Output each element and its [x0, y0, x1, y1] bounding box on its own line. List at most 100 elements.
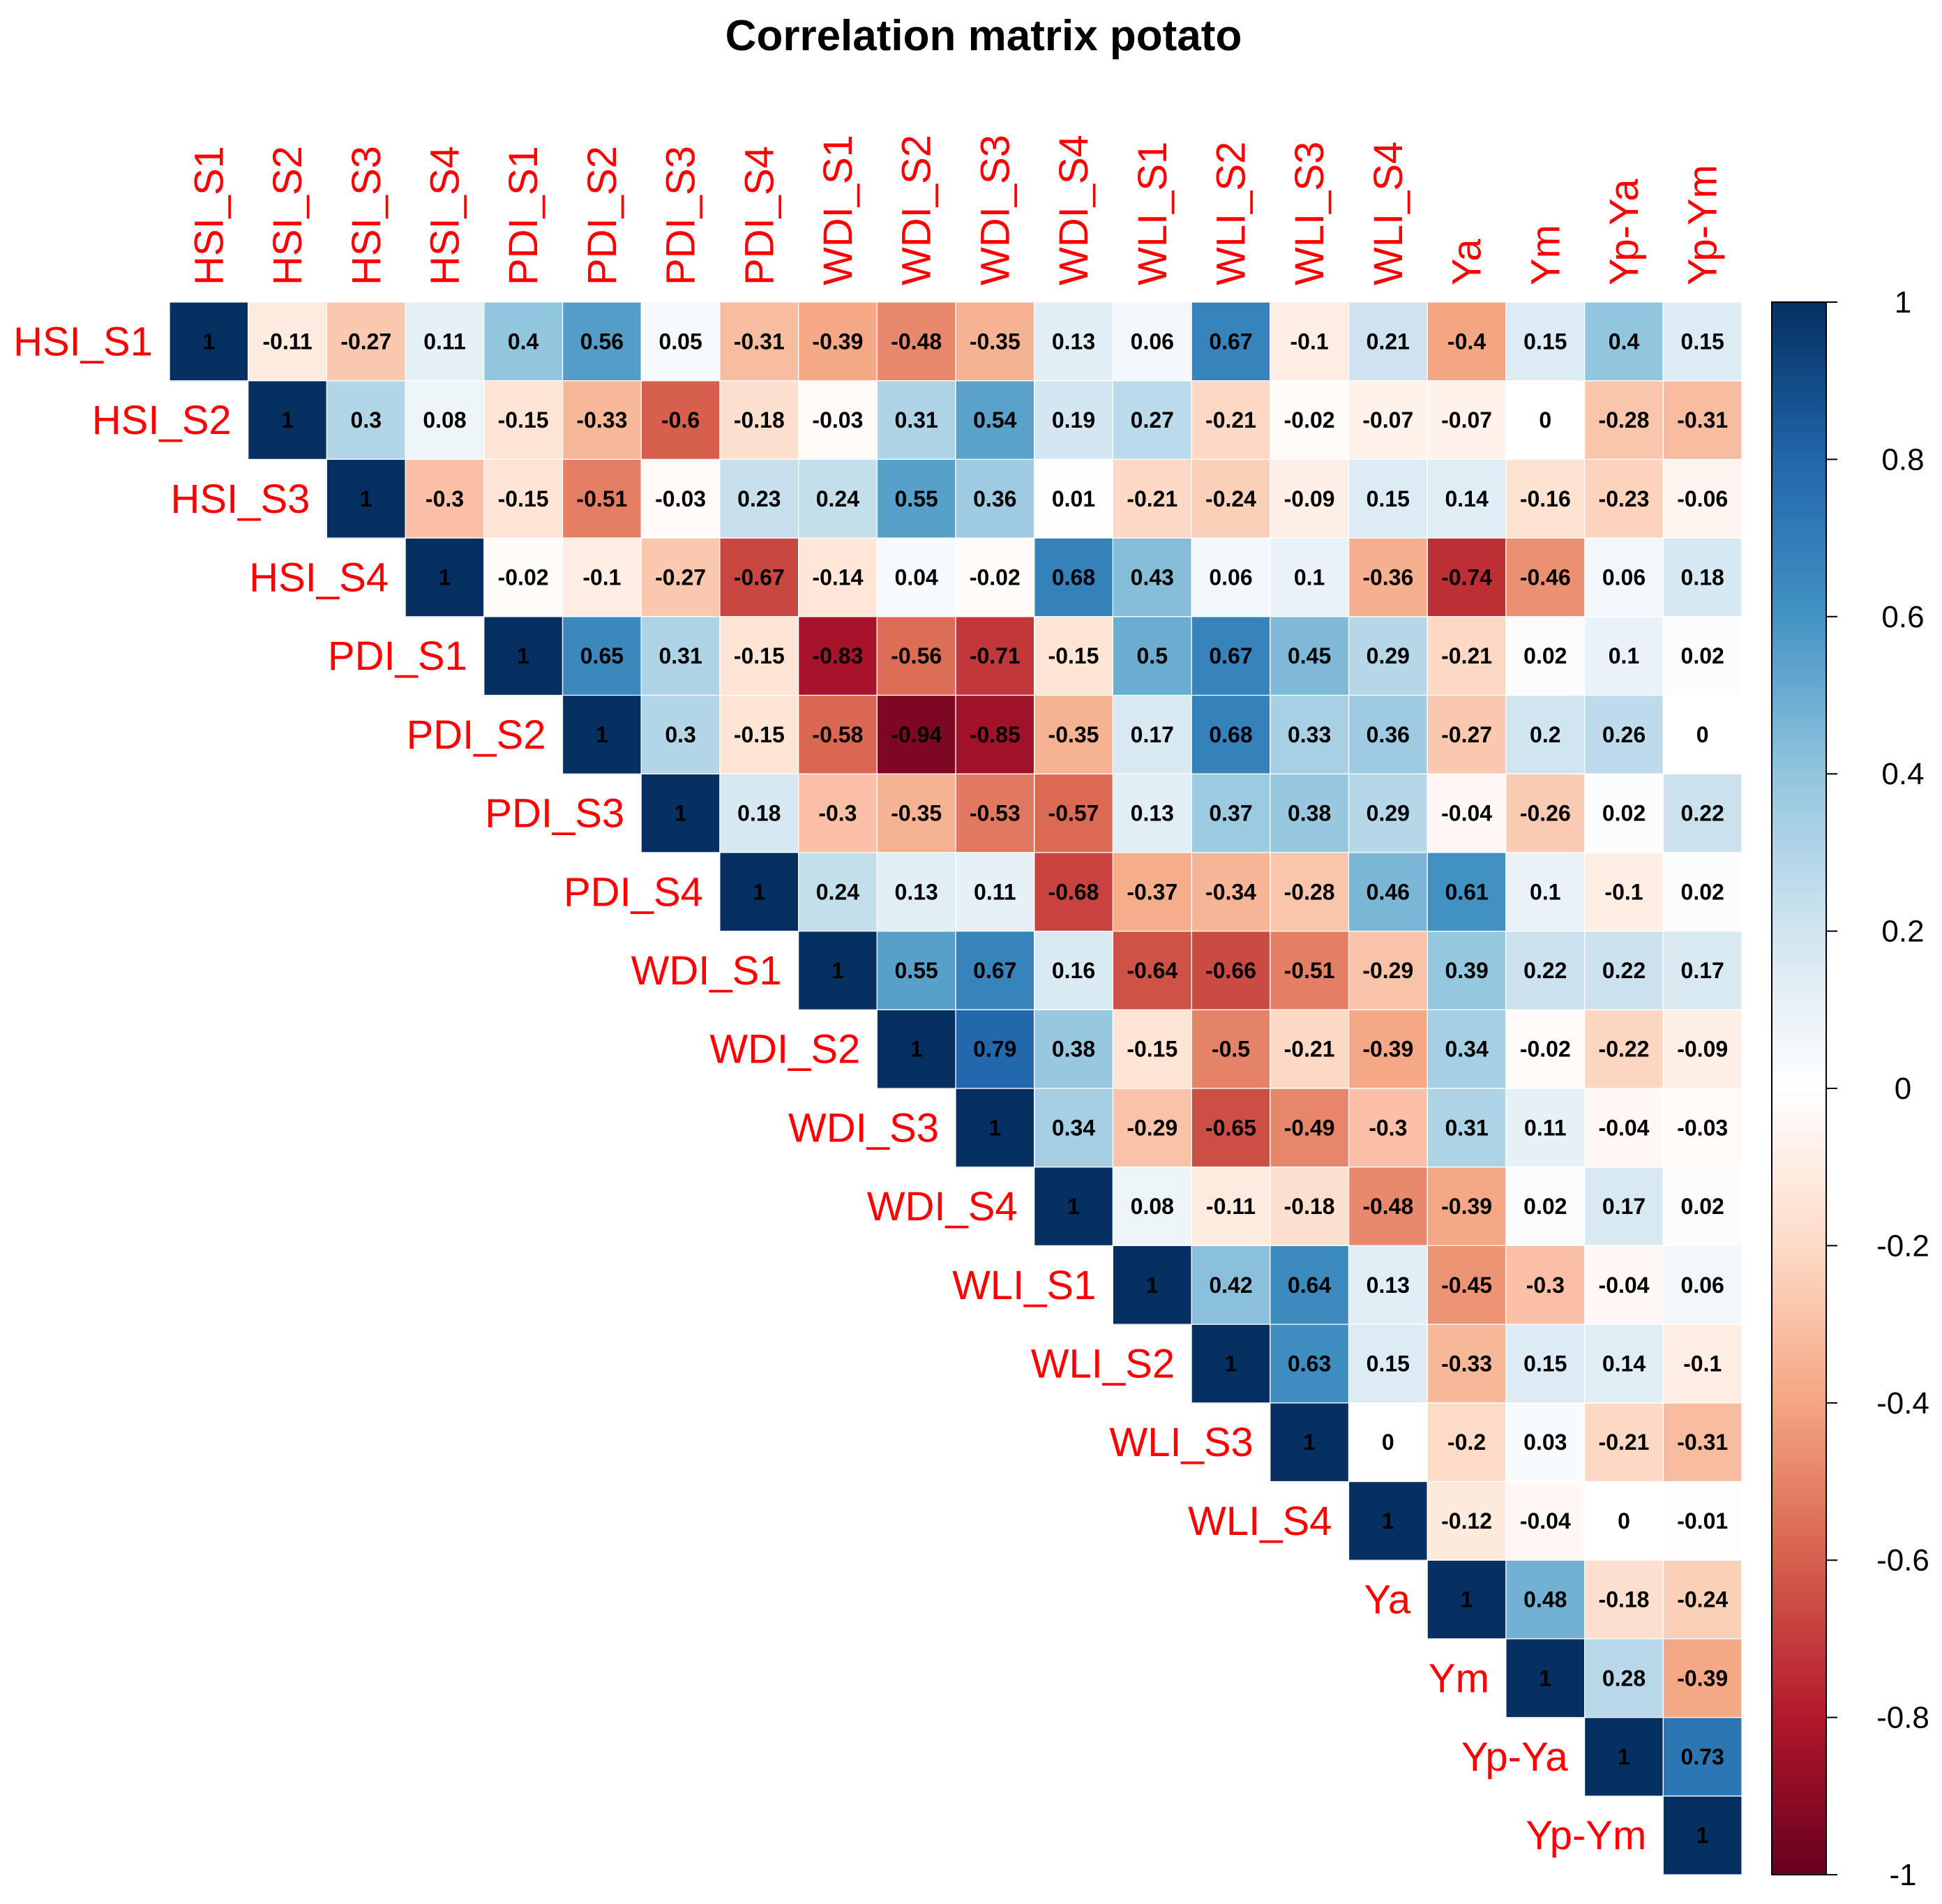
cell-value: -0.18	[1284, 1194, 1335, 1219]
cell-value: -0.1	[1604, 879, 1643, 904]
cell-value: -0.02	[1520, 1037, 1571, 1062]
cell-value: 0.1	[1294, 565, 1325, 590]
heatmap-cell	[1584, 695, 1664, 774]
cell-value: -0.39	[1362, 1037, 1413, 1062]
cell-value: -0.68	[1048, 879, 1099, 904]
heatmap-cell	[956, 302, 1035, 382]
heatmap-cell	[1348, 1088, 1428, 1168]
heatmap-cell	[1270, 302, 1350, 382]
heatmap-cell	[1663, 1638, 1742, 1718]
cell-value: -0.33	[576, 407, 627, 433]
heatmap-cell	[1348, 774, 1428, 853]
heatmap-cell	[1584, 380, 1664, 460]
cell-value: -0.39	[1441, 1194, 1492, 1219]
heatmap-cell	[405, 538, 485, 617]
heatmap-cell	[1348, 695, 1428, 774]
cell-value: 0.67	[973, 958, 1016, 983]
cell-value: -0.06	[1677, 486, 1728, 511]
cell-value: -0.11	[263, 329, 313, 354]
cell-value: -0.5	[1212, 1037, 1250, 1062]
column-label: HSI_S4	[423, 146, 468, 285]
heatmap-cell	[1427, 616, 1507, 696]
heatmap-cell	[1505, 695, 1586, 774]
heatmap-cell	[877, 538, 956, 617]
heatmap-cell	[877, 459, 956, 539]
heatmap-cell	[956, 380, 1035, 460]
cell-value: 0.4	[1609, 329, 1640, 354]
cell-value: 1	[281, 407, 294, 433]
heatmap-cell	[562, 695, 642, 774]
heatmap-cell	[1113, 1245, 1192, 1325]
heatmap-cell	[1034, 380, 1113, 460]
cell-value: 0.28	[1602, 1665, 1646, 1691]
cell-value: -0.6	[661, 407, 700, 433]
heatmap-cell	[1034, 852, 1113, 932]
column-label: WLI_S2	[1209, 142, 1254, 285]
heatmap-cell	[1427, 1167, 1507, 1246]
cell-value: 1	[1146, 1273, 1159, 1298]
row-label: PDI_S3	[485, 791, 624, 837]
cell-value: 0.13	[1052, 329, 1095, 354]
row-label: PDI_S1	[328, 634, 467, 679]
cell-border	[1662, 1795, 1742, 1875]
colorbar-tick-label: -0.4	[1876, 1386, 1929, 1420]
heatmap-cell	[1663, 1088, 1742, 1168]
cell-value: -0.48	[1362, 1194, 1413, 1219]
heatmap-cell	[798, 695, 878, 774]
cell-value: 0.02	[1523, 1194, 1567, 1219]
heatmap-cell	[1113, 695, 1192, 774]
heatmap-cell	[1113, 459, 1192, 539]
heatmap-cell	[1505, 1402, 1586, 1483]
heatmap-cell	[1505, 852, 1586, 932]
chart-title: Correlation matrix potato	[725, 12, 1242, 60]
row-label: WLI_S2	[1031, 1342, 1175, 1387]
heatmap-cell	[1348, 616, 1428, 696]
cell-value: -0.3	[818, 801, 857, 826]
cell-value: 0.34	[1052, 1115, 1095, 1140]
colorbar-tick-label: -0.6	[1876, 1543, 1929, 1577]
heatmap-cell	[1113, 931, 1192, 1010]
cell-value: 0.1	[1609, 643, 1639, 668]
cell-value: 0.06	[1681, 1273, 1724, 1298]
heatmap-cell	[1505, 1088, 1586, 1168]
cell-value: -0.04	[1441, 801, 1492, 826]
cell-value: 0.13	[895, 879, 938, 904]
cell-value: 0.06	[1131, 329, 1174, 354]
cell-value: 0.14	[1445, 486, 1488, 511]
heatmap-cell	[1584, 1560, 1664, 1640]
cell-value: -0.1	[1683, 1351, 1722, 1377]
heatmap-cell	[1505, 931, 1586, 1010]
cell-value: 0	[1539, 407, 1551, 433]
cell-value: -0.29	[1362, 958, 1413, 983]
cell-value: 0.11	[423, 329, 466, 354]
colorbar-tick-label: 0.2	[1881, 915, 1924, 949]
heatmap-cell	[1191, 616, 1271, 696]
cell-value: -0.01	[1677, 1508, 1728, 1534]
column-label: PDI_S4	[737, 146, 782, 285]
cell-value: -0.83	[812, 643, 863, 668]
cell-value: 0.29	[1367, 643, 1410, 668]
heatmap-cell	[1427, 538, 1507, 617]
cell-value: -0.45	[1441, 1273, 1492, 1298]
cell-value: 0.67	[1209, 643, 1252, 668]
heatmap-cell	[1348, 1402, 1428, 1483]
cell-value: 0.73	[1681, 1744, 1724, 1769]
cell-value: -0.67	[734, 565, 785, 590]
cell-value: -0.11	[1206, 1194, 1256, 1219]
heatmap-cell	[1505, 1167, 1586, 1246]
cell-value: -0.39	[1677, 1665, 1728, 1691]
cell-value: -0.04	[1520, 1508, 1571, 1534]
heatmap-cell	[1034, 1010, 1113, 1089]
heatmap-cell	[1034, 1167, 1113, 1246]
heatmap-cell	[1034, 616, 1113, 696]
heatmap-cell	[641, 616, 721, 696]
heatmap-cell	[1505, 380, 1586, 460]
column-label: Ya	[1445, 239, 1490, 285]
heatmap-cell	[326, 302, 406, 382]
heatmap-cell	[1505, 1245, 1586, 1325]
cell-value: -0.3	[426, 486, 464, 511]
cell-value: 0.06	[1209, 565, 1252, 590]
cell-value: -0.31	[734, 329, 785, 354]
cell-value: 0.3	[351, 407, 382, 433]
colorbar-tick-label: 0	[1895, 1072, 1911, 1106]
